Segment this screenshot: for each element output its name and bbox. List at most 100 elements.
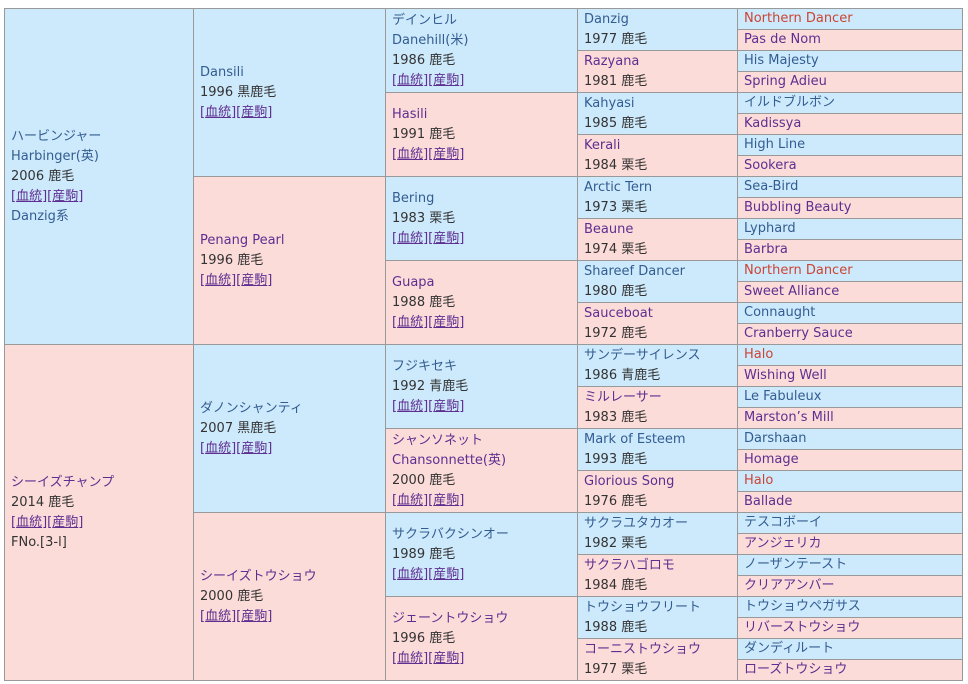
horse-name-en-link[interactable]: Danehill(米) [392, 32, 469, 48]
horse-name-link[interactable]: ミルレーサー [584, 389, 662, 405]
horse-name-link[interactable]: Mark of Esteem [584, 431, 686, 447]
horse-name-link[interactable]: Bubbling Beauty [744, 200, 852, 215]
horse-name-link[interactable]: Halo [744, 347, 774, 362]
horse-name-link[interactable]: イルドブルボン [744, 95, 836, 110]
horse-name-link[interactable]: Darshaan [744, 431, 807, 446]
horse-name-link[interactable]: テスコボーイ [744, 515, 823, 530]
offspring-link[interactable]: 産駒 [241, 104, 268, 120]
horse-name-link[interactable]: ダンディルート [744, 641, 835, 656]
horse-name-link[interactable]: トウショウフリート [584, 599, 702, 615]
horse-name-link[interactable]: Arctic Tern [584, 179, 653, 195]
horse-name-link[interactable]: Shareef Dancer [584, 263, 685, 279]
pedigree-link[interactable]: 血統 [205, 272, 232, 288]
offspring-link[interactable]: 産駒 [433, 72, 460, 88]
horse-name-link[interactable]: コーニストウショウ [584, 641, 702, 657]
horse-name-link[interactable]: Sookera [744, 158, 797, 173]
horse-name-link[interactable]: Halo [744, 473, 774, 488]
pedigree-link[interactable]: 血統 [397, 72, 424, 88]
horse-name-link[interactable]: サクラハゴロモ [584, 557, 675, 573]
horse-name-link[interactable]: Barbra [744, 242, 788, 257]
horse-name-link[interactable]: シャンソネット [392, 432, 484, 448]
horse-name-link[interactable]: Dansili [200, 64, 244, 80]
pedigree-link[interactable]: 血統 [397, 650, 424, 666]
horse-name-link[interactable]: Kahyasi [584, 95, 635, 111]
horse-name-link[interactable]: His Majesty [744, 53, 819, 68]
horse-name-link[interactable]: サクラユタカオー [584, 515, 689, 531]
pedigree-cell: リバーストウショウ [737, 617, 963, 639]
horse-name-link[interactable]: Pas de Nom [744, 32, 821, 47]
offspring-link[interactable]: 産駒 [433, 146, 460, 162]
horse-name-link[interactable]: Guapa [392, 274, 435, 290]
pedigree-cell: Bering 1983 栗毛 [血統][産駒] [385, 176, 578, 261]
horse-name-link[interactable]: サクラバクシンオー [392, 526, 509, 542]
horse-name-link[interactable]: Glorious Song [584, 473, 675, 489]
horse-name-link[interactable]: アンジェリカ [744, 536, 822, 551]
bracket: [ [392, 492, 398, 508]
pedigree-cell: Pas de Nom [737, 29, 963, 51]
horse-name-en-link[interactable]: Chansonnette(英) [392, 452, 507, 468]
offspring-link[interactable]: 産駒 [241, 608, 268, 624]
horse-name-link[interactable]: トウショウペガサス [744, 599, 861, 614]
offspring-link[interactable]: 産駒 [241, 272, 268, 288]
horse-name-link[interactable]: Sweet Alliance [744, 284, 840, 299]
horse-name-link[interactable]: デインヒル [392, 12, 458, 28]
pedigree-link[interactable]: 血統 [205, 440, 232, 456]
pedigree-link[interactable]: 血統 [397, 492, 424, 508]
horse-name-link[interactable]: Penang Pearl [200, 232, 285, 248]
offspring-link[interactable]: 産駒 [433, 566, 460, 582]
pedigree-link[interactable]: 血統 [16, 514, 43, 530]
offspring-link[interactable]: 産駒 [241, 440, 268, 456]
horse-name-link[interactable]: シーイズトウショウ [200, 568, 317, 584]
horse-name-link[interactable]: Kadissya [744, 116, 802, 131]
horse-name-link[interactable]: Le Fabuleux [744, 389, 822, 404]
horse-name-link[interactable]: Northern Dancer [744, 263, 853, 278]
horse-name-link[interactable]: クリアアンバー [744, 578, 835, 593]
pedigree-link[interactable]: 血統 [397, 314, 424, 330]
offspring-link[interactable]: 産駒 [433, 398, 460, 414]
horse-name-link[interactable]: Lyphard [744, 221, 796, 236]
horse-name-link[interactable]: Homage [744, 452, 799, 467]
horse-name-link[interactable]: Kerali [584, 137, 621, 153]
pedigree-link[interactable]: 血統 [397, 398, 424, 414]
offspring-link[interactable]: 産駒 [433, 492, 460, 508]
pedigree-link[interactable]: 血統 [205, 104, 232, 120]
pedigree-link[interactable]: 血統 [397, 230, 424, 246]
horse-name-link[interactable]: サンデーサイレンス [584, 347, 701, 363]
offspring-link[interactable]: 産駒 [433, 314, 460, 330]
horse-name-link[interactable]: High Line [744, 137, 806, 152]
horse-name-link[interactable]: Connaught [744, 305, 816, 320]
horse-name-link[interactable]: Razyana [584, 53, 640, 69]
horse-name-link[interactable]: ダノンシャンティ [200, 400, 303, 416]
horse-name-link[interactable]: シーイズチャンプ [11, 474, 115, 490]
horse-name-link[interactable]: リバーストウショウ [744, 620, 861, 635]
horse-name-link[interactable]: Beaune [584, 221, 634, 237]
horse-name-link[interactable]: Hasili [392, 106, 428, 122]
offspring-link[interactable]: 産駒 [433, 650, 460, 666]
horse-name-link[interactable]: Spring Adieu [744, 74, 827, 89]
pedigree-link[interactable]: 血統 [16, 188, 43, 204]
horse-name-link[interactable]: Marston’s Mill [744, 410, 834, 425]
horse-name-link[interactable]: Cranberry Sauce [744, 326, 853, 341]
horse-name-link[interactable]: ノーザンテースト [744, 557, 848, 572]
pedigree-cell: Bubbling Beauty [737, 197, 963, 219]
offspring-link[interactable]: 産駒 [433, 230, 460, 246]
horse-name-link[interactable]: Ballade [744, 494, 793, 509]
sire-line-link[interactable]: Danzig系 [11, 208, 69, 224]
offspring-link[interactable]: 産駒 [52, 514, 79, 530]
horse-name-link[interactable]: Wishing Well [744, 368, 827, 383]
pedigree-link[interactable]: 血統 [397, 146, 424, 162]
horse-name-link[interactable]: Sea-Bird [744, 179, 799, 194]
horse-name-link[interactable]: Northern Dancer [744, 11, 853, 26]
pedigree-link[interactable]: 血統 [205, 608, 232, 624]
horse-name-link[interactable]: フジキセキ [392, 358, 458, 374]
horse-name-link[interactable]: ローズトウショウ [744, 662, 848, 677]
horse-name-link[interactable]: Sauceboat [584, 305, 653, 321]
offspring-link[interactable]: 産駒 [52, 188, 79, 204]
bracket: ] [78, 514, 84, 530]
horse-name-link[interactable]: Bering [392, 190, 435, 206]
horse-name-link[interactable]: Danzig [584, 11, 629, 27]
horse-name-en-link[interactable]: Harbinger(英) [11, 148, 99, 164]
pedigree-link[interactable]: 血統 [397, 566, 424, 582]
horse-name-link[interactable]: ハービンジャー [11, 128, 102, 144]
horse-name-link[interactable]: ジェーントウショウ [392, 610, 509, 626]
